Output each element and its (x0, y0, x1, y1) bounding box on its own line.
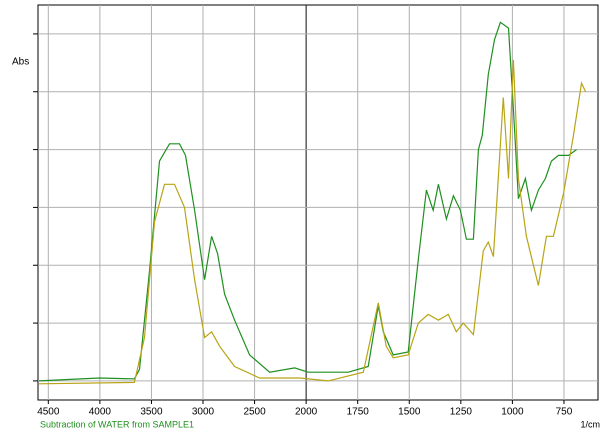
x-tick-label: 2000 (295, 407, 318, 418)
x-axis-label: 1/cm (580, 419, 600, 429)
subtitle: Subtraction of WATER from SAMPLE1 (40, 419, 194, 429)
x-tick-label: 3000 (192, 407, 215, 418)
x-tick-label: 2500 (243, 407, 266, 418)
y-axis-label: Abs (12, 57, 29, 68)
x-tick-label: 1500 (398, 407, 421, 418)
plot-frame (37, 4, 599, 401)
x-tick-label: 3500 (140, 407, 163, 418)
spectrum-line (38, 59, 587, 385)
x-tick-label: 4500 (37, 407, 60, 418)
x-tick-label: 1750 (347, 407, 370, 418)
x-tick-label: 750 (556, 407, 573, 418)
x-tick-label: 1250 (450, 407, 473, 418)
spectrum-line (38, 21, 577, 382)
x-tick-label: 4000 (89, 407, 112, 418)
x-tick-label: 1000 (501, 407, 524, 418)
